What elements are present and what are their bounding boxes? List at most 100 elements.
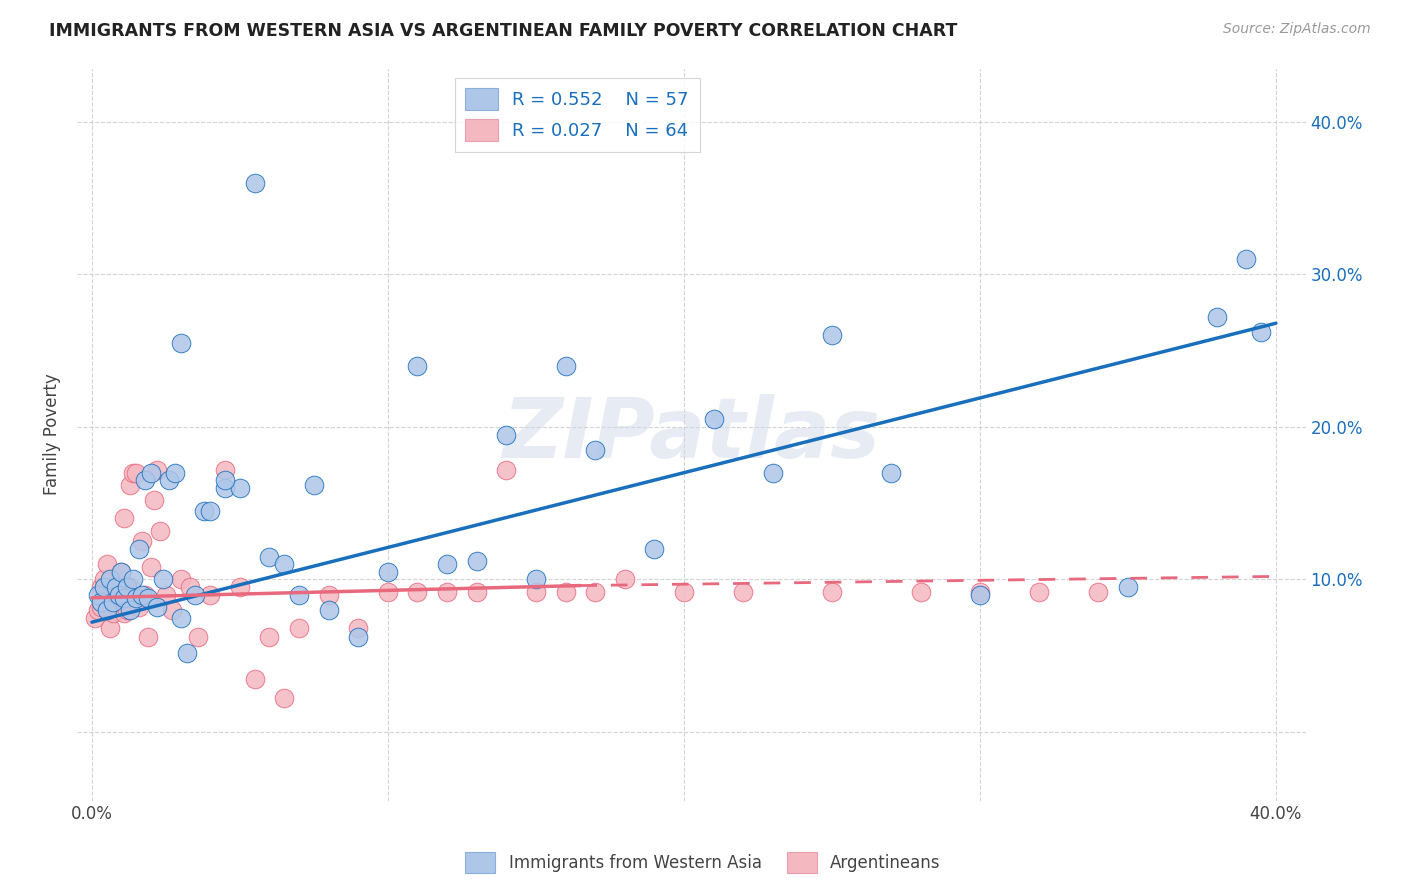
Point bbox=[114, 606, 136, 620]
Point bbox=[110, 565, 132, 579]
Point bbox=[152, 573, 174, 587]
Point bbox=[702, 412, 724, 426]
Point bbox=[910, 584, 932, 599]
Point bbox=[134, 473, 156, 487]
Point bbox=[83, 610, 105, 624]
Point bbox=[465, 584, 488, 599]
Point bbox=[880, 466, 903, 480]
Point bbox=[114, 591, 136, 605]
Point bbox=[93, 580, 115, 594]
Point bbox=[524, 584, 547, 599]
Point bbox=[465, 554, 488, 568]
Point bbox=[495, 427, 517, 442]
Point bbox=[969, 584, 991, 599]
Text: Source: ZipAtlas.com: Source: ZipAtlas.com bbox=[1223, 22, 1371, 37]
Point bbox=[187, 631, 209, 645]
Point bbox=[170, 610, 193, 624]
Point bbox=[101, 595, 124, 609]
Point bbox=[128, 541, 150, 556]
Point bbox=[146, 599, 169, 614]
Point bbox=[200, 588, 222, 602]
Point bbox=[98, 573, 121, 587]
Point bbox=[136, 591, 159, 605]
Point bbox=[170, 573, 193, 587]
Point bbox=[243, 672, 266, 686]
Point bbox=[318, 603, 340, 617]
Point bbox=[125, 591, 148, 605]
Point bbox=[821, 328, 844, 343]
Point bbox=[104, 580, 127, 594]
Point bbox=[120, 580, 142, 594]
Point bbox=[377, 565, 399, 579]
Point bbox=[1250, 326, 1272, 340]
Point bbox=[214, 473, 236, 487]
Point bbox=[131, 534, 153, 549]
Point bbox=[318, 588, 340, 602]
Point bbox=[155, 588, 177, 602]
Point bbox=[157, 473, 180, 487]
Point bbox=[406, 584, 429, 599]
Point bbox=[229, 481, 252, 495]
Point bbox=[122, 573, 145, 587]
Point bbox=[107, 573, 129, 587]
Point bbox=[347, 621, 370, 635]
Point bbox=[672, 584, 695, 599]
Point bbox=[643, 541, 665, 556]
Point bbox=[200, 504, 222, 518]
Point bbox=[1028, 584, 1050, 599]
Point bbox=[125, 466, 148, 480]
Point bbox=[98, 621, 121, 635]
Text: IMMIGRANTS FROM WESTERN ASIA VS ARGENTINEAN FAMILY POVERTY CORRELATION CHART: IMMIGRANTS FROM WESTERN ASIA VS ARGENTIN… bbox=[49, 22, 957, 40]
Point bbox=[87, 603, 110, 617]
Point bbox=[104, 580, 127, 594]
Point bbox=[139, 560, 162, 574]
Text: ZIPatlas: ZIPatlas bbox=[502, 394, 880, 475]
Point bbox=[170, 336, 193, 351]
Point bbox=[117, 584, 139, 599]
Point bbox=[821, 584, 844, 599]
Point bbox=[179, 580, 201, 594]
Point bbox=[406, 359, 429, 373]
Point bbox=[96, 588, 118, 602]
Point bbox=[554, 359, 576, 373]
Point bbox=[613, 573, 636, 587]
Point bbox=[1205, 310, 1227, 325]
Point bbox=[120, 478, 142, 492]
Point bbox=[93, 591, 115, 605]
Point bbox=[96, 558, 118, 572]
Point bbox=[288, 621, 311, 635]
Point bbox=[98, 595, 121, 609]
Point bbox=[90, 599, 112, 614]
Point bbox=[583, 584, 606, 599]
Point bbox=[969, 588, 991, 602]
Point bbox=[176, 646, 198, 660]
Point bbox=[107, 591, 129, 605]
Point bbox=[214, 463, 236, 477]
Point bbox=[302, 478, 325, 492]
Point bbox=[184, 588, 207, 602]
Point bbox=[273, 558, 295, 572]
Point bbox=[1087, 584, 1109, 599]
Point bbox=[259, 549, 281, 564]
Point bbox=[214, 481, 236, 495]
Point bbox=[436, 584, 458, 599]
Point bbox=[110, 565, 132, 579]
Point bbox=[136, 631, 159, 645]
Point bbox=[193, 504, 215, 518]
Point bbox=[139, 466, 162, 480]
Y-axis label: Family Poverty: Family Poverty bbox=[44, 374, 60, 495]
Point bbox=[120, 603, 142, 617]
Point bbox=[259, 631, 281, 645]
Point bbox=[90, 580, 112, 594]
Point bbox=[229, 580, 252, 594]
Legend: R = 0.552    N = 57, R = 0.027    N = 64: R = 0.552 N = 57, R = 0.027 N = 64 bbox=[454, 78, 700, 153]
Point bbox=[163, 466, 186, 480]
Point bbox=[128, 599, 150, 614]
Point bbox=[149, 524, 172, 538]
Point bbox=[110, 580, 132, 594]
Point bbox=[1116, 580, 1139, 594]
Point bbox=[101, 606, 124, 620]
Point bbox=[583, 442, 606, 457]
Point bbox=[495, 463, 517, 477]
Point bbox=[554, 584, 576, 599]
